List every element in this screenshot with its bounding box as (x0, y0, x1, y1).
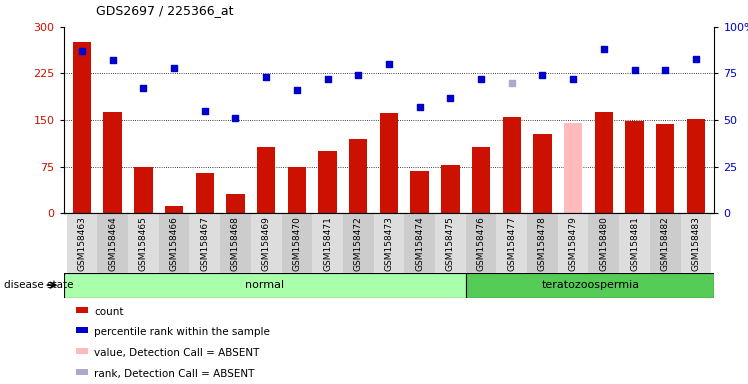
Point (322, 76, 334, 82)
Point (414, 104, 426, 110)
Bar (76, 327, 88, 333)
Bar (67, 213, 97, 273)
Text: rank, Detection Call = ABSENT: rank, Detection Call = ABSENT (94, 369, 254, 379)
Text: disease state: disease state (4, 280, 73, 290)
Bar (435, 213, 466, 273)
Point (628, 67, 640, 73)
Text: count: count (94, 307, 123, 317)
Bar (380, 113, 398, 213)
Bar (128, 213, 159, 273)
Point (76, 48, 88, 54)
Text: GSM158472: GSM158472 (354, 216, 363, 271)
Bar (97, 213, 128, 273)
Text: GDS2697 / 225366_at: GDS2697 / 225366_at (96, 4, 233, 17)
Bar (595, 112, 613, 213)
Text: GSM158470: GSM158470 (292, 216, 301, 271)
Bar (251, 213, 281, 273)
Point (444, 94, 456, 101)
Bar (687, 119, 705, 213)
Bar (312, 213, 343, 273)
Text: normal: normal (245, 280, 284, 290)
Bar (76, 348, 88, 354)
Bar (558, 213, 589, 273)
Bar (527, 213, 558, 273)
Bar (343, 213, 373, 273)
Point (598, 46, 610, 52)
Point (138, 85, 150, 91)
Text: teratozoospermia: teratozoospermia (542, 280, 640, 290)
Text: GSM158474: GSM158474 (415, 216, 424, 271)
Text: GSM158478: GSM158478 (538, 216, 547, 271)
Bar (497, 213, 527, 273)
Point (352, 72, 364, 78)
Point (107, 57, 119, 63)
Point (383, 61, 395, 67)
Bar (441, 165, 459, 213)
Bar (656, 124, 675, 213)
Bar (76, 369, 88, 375)
Bar (564, 123, 583, 213)
Bar (165, 206, 183, 213)
Bar (220, 213, 251, 273)
Bar (466, 213, 497, 273)
Bar (373, 213, 405, 273)
Point (690, 55, 702, 61)
Text: GSM158467: GSM158467 (200, 216, 209, 271)
Bar (226, 195, 245, 213)
Bar (681, 213, 711, 273)
Text: GSM158479: GSM158479 (568, 216, 577, 271)
Text: percentile rank within the sample: percentile rank within the sample (94, 328, 270, 338)
Bar (472, 147, 490, 213)
Text: GSM158466: GSM158466 (170, 216, 179, 271)
Bar (257, 147, 275, 213)
Bar (650, 213, 681, 273)
Point (199, 108, 211, 114)
Bar (103, 112, 122, 213)
Text: GSM158482: GSM158482 (660, 216, 669, 271)
Bar (533, 134, 551, 213)
Bar (503, 117, 521, 213)
Text: GSM158469: GSM158469 (262, 216, 271, 271)
Bar (195, 173, 214, 213)
Bar (589, 213, 619, 273)
Bar (64, 273, 467, 298)
Text: value, Detection Call = ABSENT: value, Detection Call = ABSENT (94, 348, 260, 358)
Bar (619, 213, 650, 273)
Point (506, 80, 518, 86)
Point (567, 76, 579, 82)
Bar (76, 307, 88, 313)
Bar (288, 167, 306, 213)
Text: GSM158473: GSM158473 (384, 216, 393, 271)
Point (230, 115, 242, 121)
Bar (134, 167, 153, 213)
Text: GSM158471: GSM158471 (323, 216, 332, 271)
Bar (411, 171, 429, 213)
Text: GSM158465: GSM158465 (139, 216, 148, 271)
Point (168, 65, 180, 71)
Point (475, 76, 487, 82)
Point (260, 74, 272, 80)
Bar (467, 273, 714, 298)
Bar (73, 42, 91, 213)
Bar (349, 139, 367, 213)
Bar (405, 213, 435, 273)
Text: GSM158464: GSM158464 (108, 216, 117, 271)
Bar (189, 213, 220, 273)
Text: GSM158481: GSM158481 (630, 216, 639, 271)
Text: GSM158480: GSM158480 (599, 216, 608, 271)
Bar (625, 121, 644, 213)
Bar (159, 213, 189, 273)
Text: GSM158477: GSM158477 (507, 216, 516, 271)
Text: GSM158463: GSM158463 (78, 216, 87, 271)
Text: GSM158468: GSM158468 (231, 216, 240, 271)
Text: GSM158483: GSM158483 (691, 216, 700, 271)
Point (291, 87, 303, 93)
Text: GSM158476: GSM158476 (476, 216, 485, 271)
Bar (319, 151, 337, 213)
Bar (281, 213, 312, 273)
Point (536, 72, 548, 78)
Point (659, 67, 671, 73)
Text: GSM158475: GSM158475 (446, 216, 455, 271)
